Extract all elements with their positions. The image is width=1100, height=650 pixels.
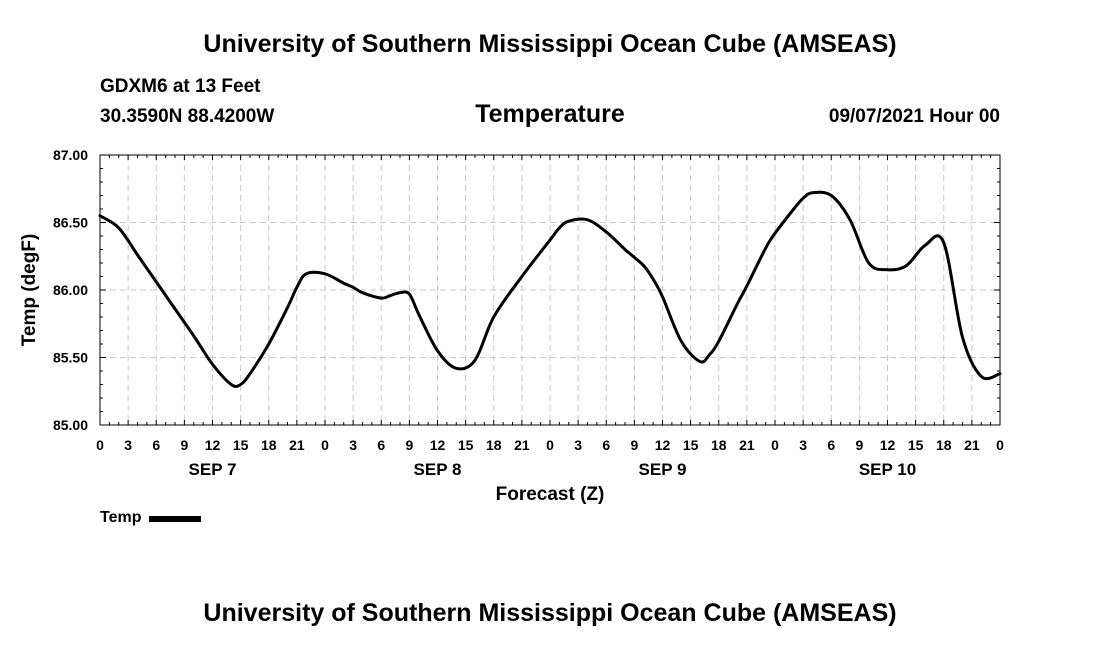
x-tick-label: 3 bbox=[124, 437, 132, 453]
x-tick-label: 21 bbox=[514, 437, 530, 453]
station-label: GDXM6 at 13 Feet bbox=[100, 76, 261, 97]
page-title: University of Southern Mississippi Ocean… bbox=[203, 30, 897, 58]
x-day-label: SEP 8 bbox=[414, 460, 462, 479]
y-tick-label: 86.50 bbox=[53, 215, 88, 231]
x-tick-label: 3 bbox=[799, 437, 807, 453]
datetime-label: 09/07/2021 Hour 00 bbox=[828, 106, 1000, 127]
chart-title: Temperature bbox=[475, 100, 625, 128]
legend-line-swatch bbox=[149, 516, 202, 522]
y-tick-label: 86.00 bbox=[53, 282, 88, 298]
y-tick-label: 85.00 bbox=[53, 417, 88, 433]
x-tick-label: 6 bbox=[377, 437, 385, 453]
x-tick-label: 6 bbox=[152, 437, 160, 453]
x-tick-label: 6 bbox=[827, 437, 835, 453]
x-tick-label: 9 bbox=[405, 437, 413, 453]
x-tick-label: 0 bbox=[96, 437, 104, 453]
x-tick-label: 0 bbox=[321, 437, 329, 453]
x-tick-label: 18 bbox=[936, 437, 952, 453]
x-tick-label: 18 bbox=[711, 437, 727, 453]
x-tick-label: 9 bbox=[630, 437, 638, 453]
x-tick-label: 9 bbox=[180, 437, 188, 453]
x-tick-label: 3 bbox=[574, 437, 582, 453]
x-tick-label: 6 bbox=[602, 437, 610, 453]
x-tick-label: 18 bbox=[486, 437, 502, 453]
legend-label: Temp bbox=[100, 509, 142, 526]
x-day-label: SEP 9 bbox=[639, 460, 687, 479]
y-tick-label: 85.50 bbox=[53, 350, 88, 366]
series-line-temp bbox=[98, 190, 1002, 388]
x-tick-label: 9 bbox=[855, 437, 863, 453]
x-day-label: SEP 10 bbox=[859, 460, 916, 479]
x-day-label: SEP 7 bbox=[189, 460, 237, 479]
x-tick-label: 3 bbox=[349, 437, 357, 453]
x-tick-label: 12 bbox=[430, 437, 446, 453]
x-tick-label: 15 bbox=[683, 437, 699, 453]
x-tick-label: 21 bbox=[739, 437, 755, 453]
y-tick-label: 87.00 bbox=[53, 147, 88, 163]
temperature-chart: 0 3 6 9 12 15 18 21 0 3 6 9 12 15 18 21 0 3 6 9 12 15 18 21 0 3 6 9… bbox=[19, 147, 1004, 505]
x-tick-label: 0 bbox=[546, 437, 554, 453]
legend: Temp bbox=[100, 509, 202, 527]
x-tick-label: 21 bbox=[964, 437, 980, 453]
x-tick-label: 15 bbox=[908, 437, 924, 453]
x-tick-label: 12 bbox=[205, 437, 221, 453]
footer-title: University of Southern Mississippi Ocean… bbox=[203, 599, 897, 627]
x-tick-label: 15 bbox=[233, 437, 249, 453]
x-tick-label: 12 bbox=[880, 437, 896, 453]
x-axis-title: Forecast (Z) bbox=[496, 484, 605, 505]
x-tick-label: 21 bbox=[289, 437, 305, 453]
x-tick-label: 0 bbox=[996, 437, 1004, 453]
coordinates-label: 30.3590N 88.4200W bbox=[100, 106, 275, 127]
y-axis-title: Temp (degF) bbox=[19, 234, 40, 347]
x-tick-label: 15 bbox=[458, 437, 474, 453]
x-tick-label: 18 bbox=[261, 437, 277, 453]
x-tick-label: 0 bbox=[771, 437, 779, 453]
x-tick-label: 12 bbox=[655, 437, 671, 453]
